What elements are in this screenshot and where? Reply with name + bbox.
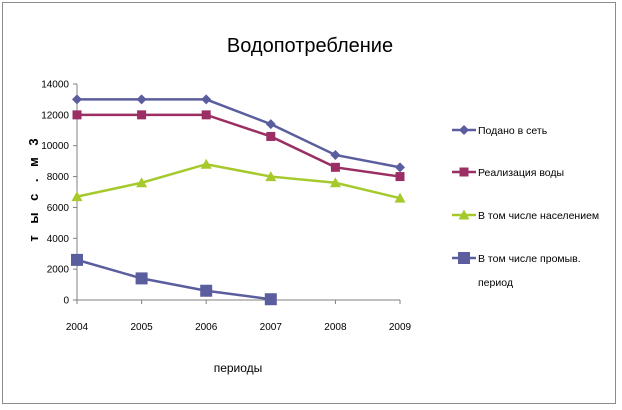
y-axis-title: т ы с . м 3 — [26, 134, 41, 241]
triangle-marker — [394, 192, 406, 203]
legend-item: В том числе промыв. период — [452, 252, 581, 289]
series-layer — [71, 94, 406, 306]
square-marker — [266, 131, 276, 141]
big-square-marker — [71, 253, 83, 266]
diamond-marker — [201, 94, 212, 105]
legend-item: В том числе населением — [452, 209, 599, 222]
legend-label: Подано в сеть — [478, 125, 548, 137]
diamond-marker — [459, 125, 469, 135]
y-tick-label: 4000 — [47, 234, 70, 245]
x-tick-label: 2009 — [389, 322, 412, 333]
series-line — [76, 258, 271, 301]
triangle-marker — [136, 177, 148, 188]
series-group — [71, 253, 277, 306]
square-marker — [395, 172, 405, 182]
chart-frame — [2, 2, 616, 404]
series-line — [77, 98, 401, 169]
legend-item: Подано в сеть — [452, 125, 548, 137]
diamond-marker — [330, 149, 341, 160]
big-square-marker — [458, 252, 470, 264]
diamond-marker — [265, 119, 276, 130]
x-tick-label: 2006 — [195, 322, 218, 333]
y-tick-label: 6000 — [47, 203, 70, 214]
x-tick-label: 2005 — [130, 322, 153, 333]
y-tick-label: 2000 — [47, 265, 70, 276]
legend-item: Реализация воды — [452, 167, 564, 179]
triangle-marker — [71, 191, 83, 202]
y-tick-label: 0 — [63, 296, 69, 307]
series-line — [76, 162, 401, 200]
x-tick-label: 2007 — [260, 322, 283, 333]
chart-title: Водопотребление — [227, 35, 393, 57]
legend-label: В том числе промыв. период — [478, 253, 581, 289]
big-square-marker — [200, 284, 213, 297]
y-tick-label: 8000 — [47, 172, 70, 183]
x-axis-ticks: 2004 2005 2006 2007 2008 2009 — [66, 300, 412, 333]
square-marker — [137, 110, 147, 120]
diamond-marker — [72, 94, 82, 105]
triangle-marker — [329, 177, 341, 188]
triangle-marker — [200, 158, 212, 169]
big-square-marker — [264, 293, 277, 306]
square-marker — [201, 110, 211, 120]
square-marker — [459, 167, 469, 177]
series-group — [72, 110, 405, 182]
series-line — [77, 113, 401, 178]
legend-label: Реализация воды — [478, 167, 564, 179]
legend-label: В том числе населением — [478, 210, 599, 222]
series-group — [72, 94, 405, 173]
legend: Подано в сеть Реализация воды В том числе … — [452, 125, 599, 289]
x-tick-label: 2008 — [324, 322, 347, 333]
x-axis-title: периоды — [214, 361, 263, 375]
y-tick-label: 14000 — [41, 80, 69, 91]
y-axis-ticks: 0 2000 4000 6000 8000 10000 12000 14000 — [41, 80, 77, 307]
x-tick-label: 2004 — [66, 322, 89, 333]
big-square-marker — [135, 272, 148, 285]
triangle-marker — [265, 171, 277, 182]
triangle-marker — [458, 209, 470, 220]
y-tick-label: 12000 — [41, 110, 69, 121]
series-group — [71, 158, 406, 203]
diamond-marker — [136, 94, 147, 105]
square-marker — [330, 162, 340, 172]
diamond-marker — [395, 162, 405, 173]
square-marker — [72, 110, 82, 120]
y-tick-label: 10000 — [41, 141, 69, 152]
